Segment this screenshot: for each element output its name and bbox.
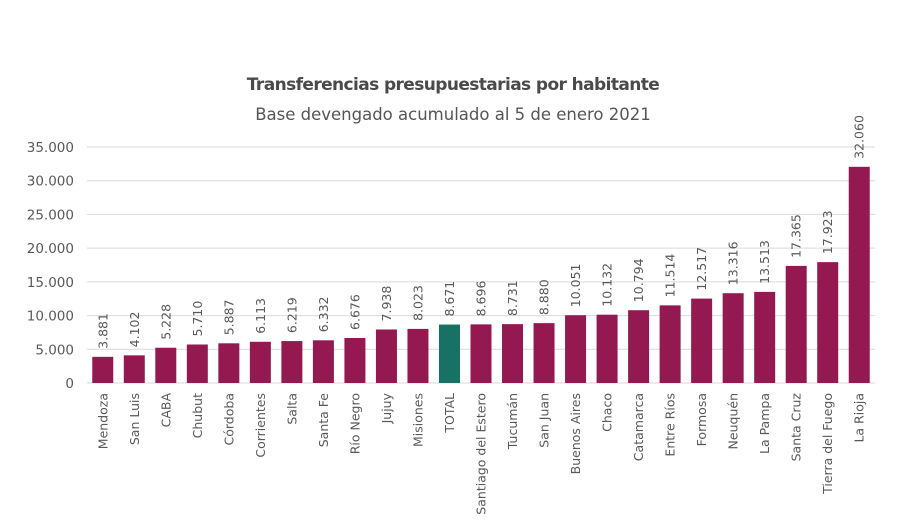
x-tick-label: San Luis — [127, 393, 142, 445]
value-label: 17.365 — [789, 214, 804, 258]
value-label: 8.671 — [442, 281, 457, 317]
y-tick-label: 0 — [65, 376, 74, 392]
bar-buenos-aires — [565, 315, 587, 383]
y-tick-label: 10.000 — [27, 309, 74, 325]
bar-santa-fe — [312, 340, 334, 383]
chart-subtitle: Base devengado acumulado al 5 de enero 2… — [255, 105, 651, 124]
x-tick-label: Tucumán — [505, 393, 520, 450]
bar-la-pampa — [754, 291, 776, 383]
bar-chaco — [596, 314, 618, 383]
value-label: 12.517 — [694, 247, 709, 291]
y-tick-label: 20.000 — [27, 241, 74, 257]
x-tick-label: Buenos Aires — [568, 393, 583, 474]
value-label: 32.060 — [852, 115, 867, 159]
bar-chubut — [186, 344, 208, 383]
x-tick-label: La Rioja — [852, 393, 867, 443]
value-labels: 3.881 4.102 5.228 5.710 5.887 6.113 6.219 6.332… — [95, 115, 866, 349]
x-tick-label: Mendoza — [95, 393, 110, 449]
bar-jujuy — [375, 329, 397, 383]
value-label: 8.023 — [410, 285, 425, 321]
value-label: 6.219 — [284, 297, 299, 333]
y-axis-ticks: 0 5.000 10.000 15.000 20.000 25.000 30.000 35.0… — [27, 140, 74, 392]
x-tick-label: Chubut — [190, 393, 205, 438]
x-tick-label: La Pampa — [757, 393, 772, 454]
x-tick-label: Tierra del Fuego — [820, 393, 835, 495]
x-tick-label: Formosa — [694, 393, 709, 446]
x-tick-label: Santa Cruz — [789, 393, 804, 462]
value-label: 8.731 — [505, 280, 520, 316]
gridlines — [87, 146, 875, 384]
bar-total — [438, 324, 460, 383]
bars — [92, 166, 870, 383]
x-tick-label: Neuquén — [726, 393, 741, 449]
bar-san-juan — [533, 323, 555, 383]
value-label: 6.676 — [347, 294, 362, 330]
value-label: 10.132 — [600, 263, 615, 307]
y-tick-label: 5.000 — [35, 342, 74, 358]
value-label: 13.513 — [757, 240, 772, 284]
x-tick-label: Santa Fe — [316, 393, 331, 448]
bar-río-negro — [344, 337, 366, 383]
x-tick-label: Jujuy — [379, 392, 394, 424]
value-label: 6.113 — [253, 298, 268, 334]
x-tick-label: San Juan — [537, 393, 552, 448]
bar-entre-ríos — [659, 305, 681, 383]
y-tick-label: 30.000 — [27, 174, 74, 190]
x-tick-label: Catamarca — [631, 393, 646, 461]
x-axis-labels: Mendoza San Luis CABA Chubut Córdoba Corrient… — [95, 392, 866, 514]
y-tick-label: 25.000 — [27, 207, 74, 223]
value-label: 17.923 — [820, 210, 835, 254]
x-tick-label: TOTAL — [442, 393, 457, 434]
value-label: 5.887 — [221, 300, 236, 336]
bar-neuquén — [722, 293, 744, 383]
bar-córdoba — [218, 343, 240, 383]
bar-santiago-del-estero — [470, 324, 492, 383]
x-tick-label: Misiones — [410, 393, 425, 447]
bar-tucumán — [502, 324, 524, 383]
value-label: 11.514 — [663, 254, 678, 298]
x-tick-label: Salta — [284, 393, 299, 425]
bar-la-rioja — [848, 166, 870, 383]
bar-tierra-del-fuego — [817, 262, 839, 383]
value-label: 7.938 — [379, 286, 394, 322]
bar-santa-cruz — [785, 265, 807, 383]
y-tick-label: 35.000 — [27, 140, 74, 156]
bar-caba — [155, 347, 177, 383]
x-tick-label: CABA — [158, 393, 173, 428]
value-label: 3.881 — [95, 313, 110, 349]
bar-misiones — [407, 328, 429, 383]
value-label: 5.228 — [158, 304, 173, 340]
x-tick-label: Córdoba — [221, 393, 236, 445]
bar-salta — [281, 341, 303, 383]
value-label: 5.710 — [190, 301, 205, 337]
bar-corrientes — [249, 341, 271, 383]
value-label: 10.051 — [568, 263, 583, 307]
value-label: 6.332 — [316, 297, 331, 333]
value-label: 8.696 — [474, 281, 489, 317]
x-tick-label: Río Negro — [347, 393, 362, 454]
bar-mendoza — [92, 356, 114, 383]
chart-title: Transferencias presupuestarias por habit… — [247, 75, 659, 95]
value-label: 8.880 — [537, 279, 552, 315]
value-label: 4.102 — [127, 312, 142, 348]
value-label: 10.794 — [631, 258, 646, 302]
value-label: 13.316 — [726, 241, 741, 285]
x-tick-label: Corrientes — [253, 393, 268, 458]
x-tick-label: Entre Ríos — [663, 393, 678, 457]
y-tick-label: 15.000 — [27, 275, 74, 291]
x-tick-label: Chaco — [600, 393, 615, 432]
bar-catamarca — [628, 310, 650, 383]
bar-san-luis — [123, 355, 145, 383]
bar-formosa — [691, 298, 713, 383]
x-tick-label: Santiago del Estero — [474, 393, 489, 515]
